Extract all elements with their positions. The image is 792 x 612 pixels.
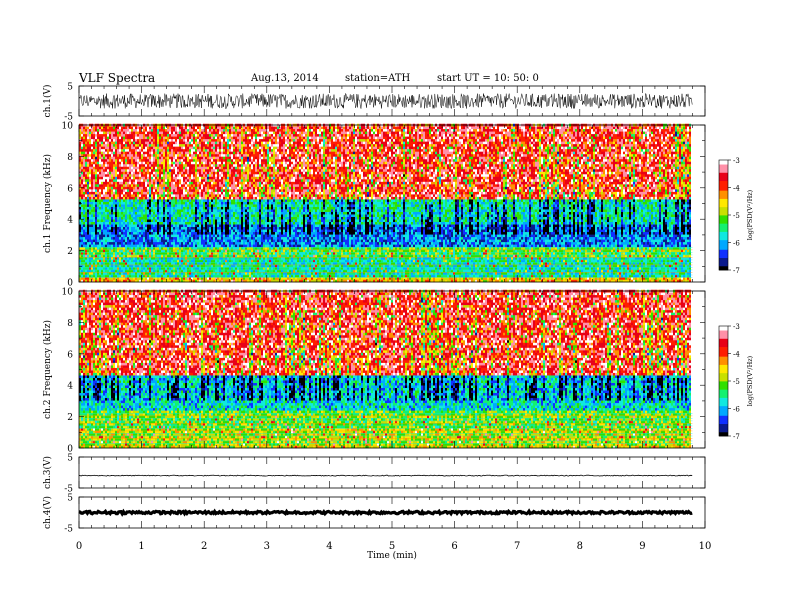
x-tick-label: 2 <box>201 541 207 552</box>
colorbar-tick-label: -6 <box>733 406 740 414</box>
x-tick-label: 3 <box>264 541 270 552</box>
colorbar-label: log(PSD(V²/Hz) <box>746 355 754 406</box>
y-tick-label: -5 <box>64 525 73 535</box>
colorbar-tick-label: -7 <box>733 267 740 275</box>
ch1-spectrogram <box>79 124 705 283</box>
colorbar-tick-label: -6 <box>733 240 740 248</box>
colorbar-tick-label: -4 <box>733 185 740 193</box>
colorbar-tick-label: -5 <box>733 212 740 220</box>
y-tick-label: 4 <box>67 382 73 392</box>
x-tick-label: 4 <box>326 541 332 552</box>
y-tick-label: 10 <box>62 122 74 132</box>
ch2-spectrogram <box>79 290 705 449</box>
y-tick-label: 6 <box>67 350 73 360</box>
ch3-waveform <box>79 475 692 476</box>
y-tick-label: 2 <box>67 413 73 423</box>
y-tick-label: 6 <box>67 184 73 194</box>
y-tick-label: 8 <box>67 319 73 329</box>
x-tick-label: 10 <box>699 541 712 552</box>
y-tick-label: 5 <box>67 494 73 504</box>
colorbar-tick-label: -5 <box>733 378 740 386</box>
colorbar: -3 -4 -5 -6 -7 log(PSD(V²/Hz) <box>719 157 754 275</box>
y-tick-label: 10 <box>62 288 74 298</box>
colorbar: -3 -4 -5 -6 -7 log(PSD(V²/Hz) <box>719 323 754 441</box>
y-axis-label: ch.1(V) <box>42 85 53 118</box>
x-tick-label: 8 <box>577 541 583 552</box>
colorbar-tick-label: -7 <box>733 433 740 441</box>
colorbar-tick-label: -3 <box>733 323 740 331</box>
colorbar-tick-label: -4 <box>733 351 740 359</box>
x-tick-label: 6 <box>451 541 457 552</box>
plot-area <box>79 94 705 514</box>
x-tick-label: 0 <box>76 541 82 552</box>
y-axis-label: ch.1 Frequency (kHz) <box>42 154 53 253</box>
x-axis-label: Time (min) <box>367 550 417 561</box>
x-tick-label: 9 <box>639 541 645 552</box>
y-axis-label: ch.3(V) <box>42 456 53 489</box>
y-axis-label: ch.2 Frequency (kHz) <box>42 320 53 419</box>
y-tick-label: 2 <box>67 247 73 257</box>
y-axis-label: ch.4(V) <box>42 496 53 529</box>
ch4-waveform <box>79 511 692 513</box>
ch1-waveform <box>79 94 692 109</box>
y-tick-label: 4 <box>67 216 73 226</box>
colorbar-tick-label: -3 <box>733 157 740 165</box>
colorbar-label: log(PSD(V²/Hz) <box>746 189 754 240</box>
y-tick-label: 5 <box>67 83 73 93</box>
y-tick-label: 8 <box>67 153 73 163</box>
y-tick-label: 5 <box>67 454 73 464</box>
x-tick-label: 1 <box>138 541 144 552</box>
x-tick-label: 7 <box>514 541 520 552</box>
